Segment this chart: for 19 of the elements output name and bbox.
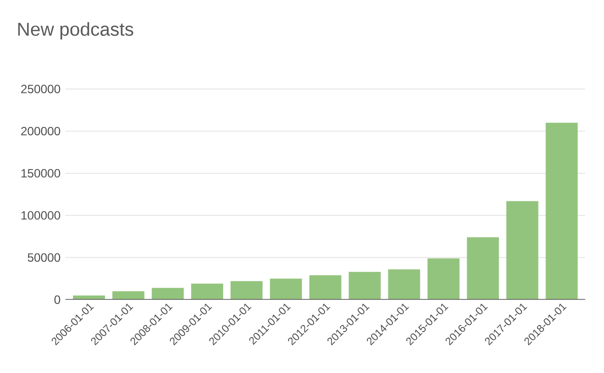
y-tick-label: 0 (54, 295, 60, 304)
bar (506, 201, 538, 300)
y-tick-label: 50000 (28, 253, 60, 262)
bar (546, 122, 578, 300)
bar (230, 281, 263, 300)
bar (112, 291, 144, 300)
bar (152, 288, 184, 300)
y-tick-label: 100000 (22, 211, 60, 220)
bar (466, 237, 499, 300)
bar (348, 272, 381, 300)
bar (191, 284, 224, 300)
y-tick-label: 150000 (22, 169, 60, 178)
chart-title: New podcasts (18, 22, 134, 40)
bar (309, 275, 342, 300)
y-tick-label: 250000 (21, 84, 60, 94)
y-tick-label: 200000 (21, 126, 60, 136)
bar (270, 278, 302, 300)
bar (388, 269, 420, 300)
bar (428, 258, 460, 300)
